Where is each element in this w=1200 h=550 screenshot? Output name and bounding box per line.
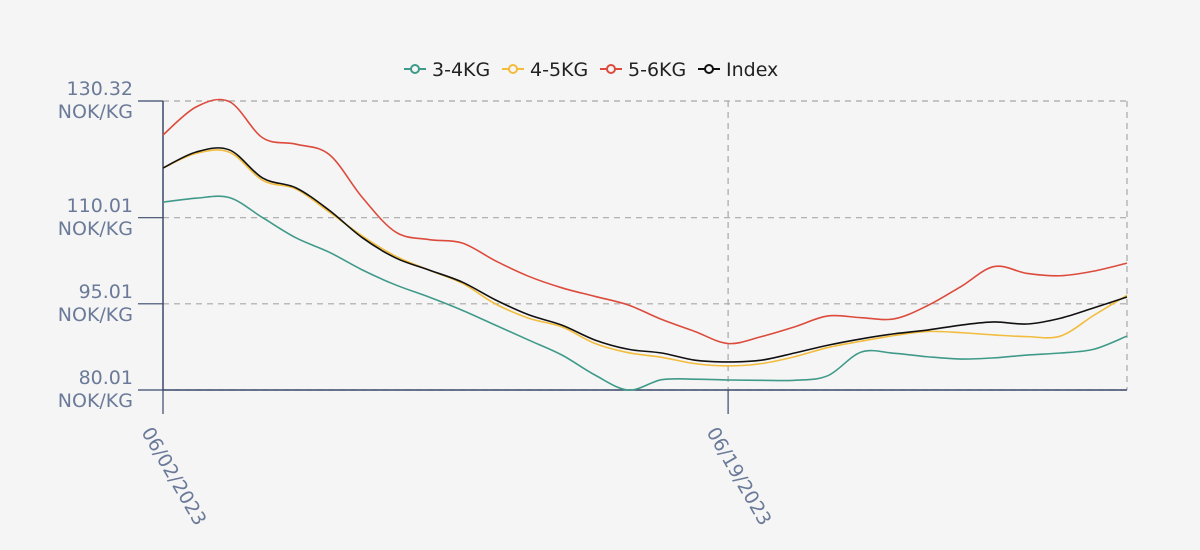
legend-item: 5-6KG bbox=[600, 59, 686, 81]
legend-marker bbox=[508, 64, 518, 74]
legend-marker bbox=[704, 64, 714, 74]
legend-marker bbox=[606, 64, 616, 74]
legend-label: 5-6KG bbox=[628, 59, 686, 81]
legend-item: 3-4KG bbox=[404, 59, 490, 81]
series-line bbox=[162, 98, 1128, 345]
legend-item: 4-5KG bbox=[502, 59, 588, 81]
legend: 3-4KG 4-5KG 5-6KG Index bbox=[404, 59, 778, 81]
legend-label: 4-5KG bbox=[530, 59, 588, 81]
x-tick-label: 06/02/2023 bbox=[137, 424, 211, 530]
series-line bbox=[162, 147, 1128, 363]
y-tick-label: 110.01 NOK/KG bbox=[57, 194, 133, 240]
legend-label: Index bbox=[726, 59, 778, 81]
legend-label: 3-4KG bbox=[432, 59, 490, 81]
series-line bbox=[162, 195, 1128, 391]
y-tick-label: 95.01 NOK/KG bbox=[57, 280, 133, 326]
series-line bbox=[162, 149, 1128, 367]
y-tick-label: 80.01 NOK/KG bbox=[57, 367, 133, 412]
y-tick-label: 130.32 NOK/KG bbox=[57, 78, 133, 123]
legend-item: Index bbox=[698, 59, 778, 81]
x-tick-label: 06/19/2023 bbox=[702, 424, 776, 530]
legend-marker bbox=[410, 64, 420, 74]
